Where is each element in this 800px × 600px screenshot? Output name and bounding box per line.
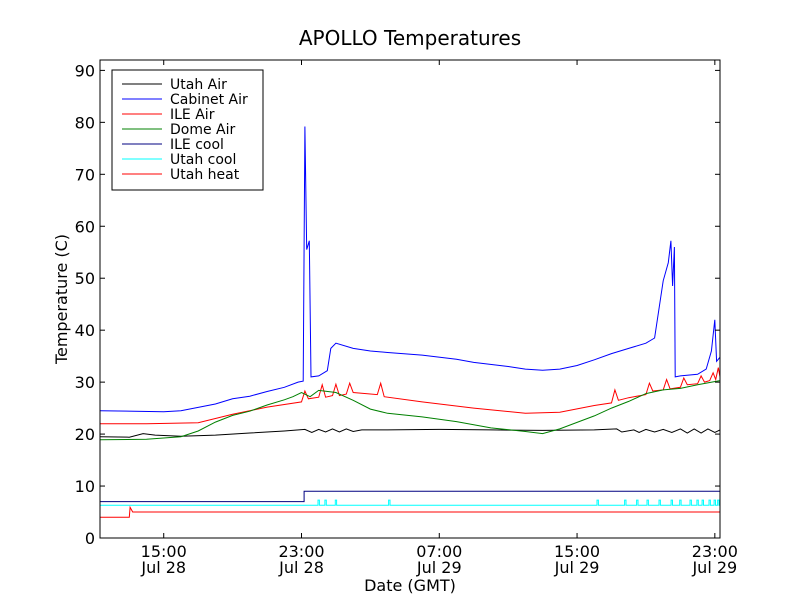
y-tick-label: 70 [75,165,95,184]
legend-entry-label: Dome Air [170,122,236,138]
legend-box [111,69,264,191]
plot-frame [99,59,721,539]
x-tick-label-time: 07:00 [416,542,462,561]
legend-entry-label: Cabinet Air [170,92,248,108]
x-tick-label-date: Jul 29 [554,558,600,577]
series-line-cabinet-air [100,126,720,413]
series-line-dome-air [100,380,720,441]
y-tick-label: 60 [75,217,95,236]
y-tick-label: 80 [75,113,95,132]
y-axis-label: Temperature (C) [52,234,71,365]
y-tick-label: 20 [75,425,95,444]
y-tick-label: 40 [75,321,95,340]
legend-entry-label: ILE cool [170,137,224,153]
y-axis: 0 10 20 30 40 50 60 70 80 90 [75,61,720,548]
legend-entry-label: ILE Air [170,107,215,123]
x-tick-label-time: 23:00 [692,542,738,561]
x-tick-label-date: Jul 28 [278,558,324,577]
chart-title: APOLLO Temperatures [299,26,521,50]
series-line-utah-cool [100,499,720,506]
y-tick-label: 10 [75,477,95,496]
y-tick-label: 30 [75,373,95,392]
legend-entry-label: Utah cool [170,152,236,168]
y-tick-label: 0 [85,529,95,548]
y-tick-label: 90 [75,61,95,80]
legend-entry-label: Utah heat [170,167,240,183]
y-tick-label: 50 [75,269,95,288]
legend-entry-label: Utah Air [170,77,227,93]
x-tick-label-time: 15:00 [554,542,600,561]
x-axis-label: Date (GMT) [364,576,456,595]
x-tick-label-date: Jul 29 [691,558,737,577]
series-line-utah-heat [100,505,720,518]
series-line-ile-air [100,367,720,425]
series-layer [100,126,720,518]
series-line-ile-cool [100,490,720,503]
x-tick-label-time: 23:00 [278,542,324,561]
series-line-utah-air [100,428,720,438]
x-tick-label-date: Jul 29 [416,558,462,577]
x-tick-label-date: Jul 28 [140,558,186,577]
x-tick-label-time: 15:00 [141,542,187,561]
